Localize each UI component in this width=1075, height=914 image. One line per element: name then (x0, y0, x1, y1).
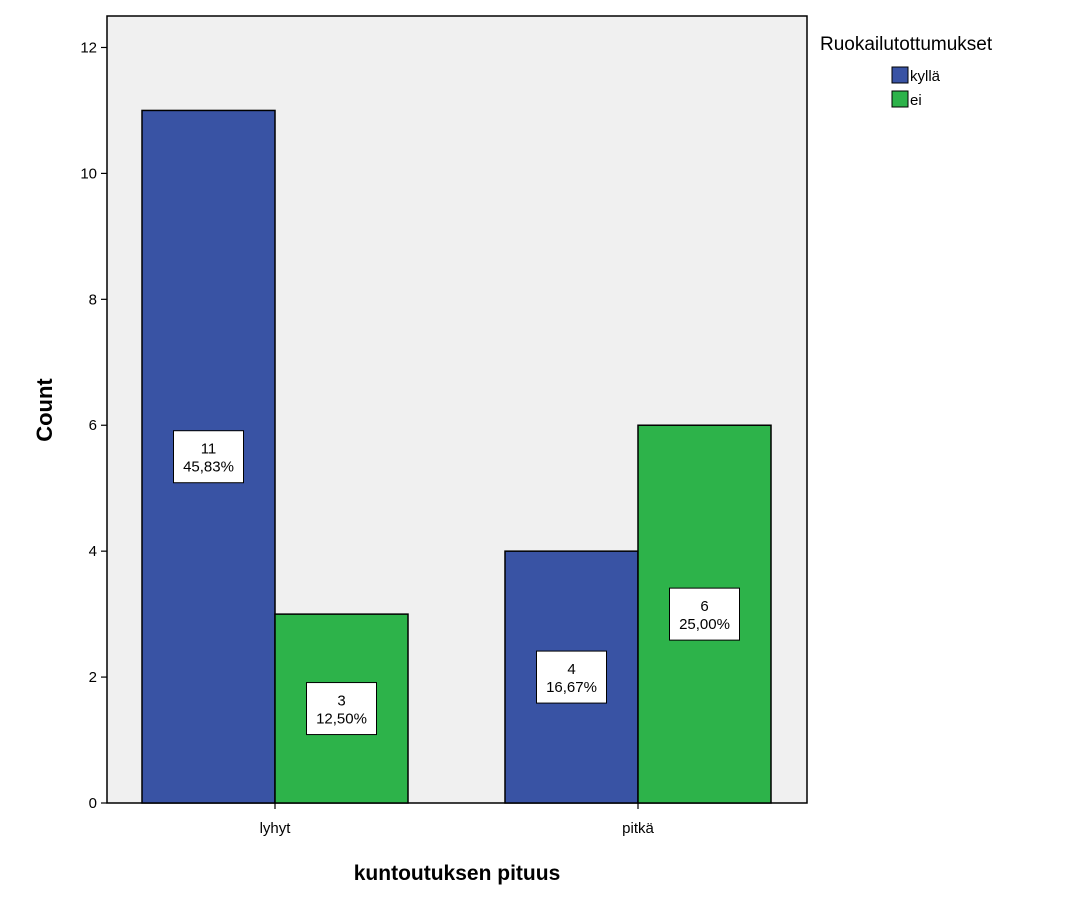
legend-swatch (891, 66, 909, 84)
y-tick-label: 0 (89, 795, 97, 812)
y-tick-label: 4 (89, 543, 97, 560)
data-label-count: 3 (337, 693, 345, 710)
data-label-box (306, 682, 377, 736)
data-label-percent: 16,67% (546, 679, 597, 696)
data-label-percent: 45,83% (183, 459, 234, 476)
y-tick-label: 2 (89, 669, 97, 686)
legend-label: ei (910, 92, 922, 109)
x-tick-label: pitkä (622, 820, 654, 837)
data-label-count: 11 (201, 441, 217, 458)
x-tick-label: lyhyt (260, 820, 292, 837)
data-label-percent: 25,00% (679, 616, 730, 633)
axes: 0 2 4 6 8 10 12 lyhyt pitkä (80, 39, 654, 837)
legend-title: Ruokailutottumukset (820, 34, 993, 55)
y-tick-label: 8 (89, 291, 97, 308)
y-axis-title: Count (32, 378, 57, 442)
data-label-count: 4 (567, 661, 575, 678)
data-label-box (173, 430, 244, 484)
data-label-percent: 12,50% (316, 711, 367, 728)
data-label-box (669, 587, 740, 641)
y-tick-label: 6 (89, 417, 97, 434)
y-tick-label: 12 (80, 39, 97, 56)
x-axis-title: kuntoutuksen pituus (354, 862, 561, 885)
legend-swatch (891, 90, 909, 108)
y-tick-label: 10 (80, 165, 97, 182)
legend: Ruokailutottumukset kyllä ei (820, 34, 993, 109)
data-label-box (536, 650, 607, 704)
data-label-count: 6 (700, 598, 708, 615)
legend-label: kyllä (910, 68, 941, 85)
